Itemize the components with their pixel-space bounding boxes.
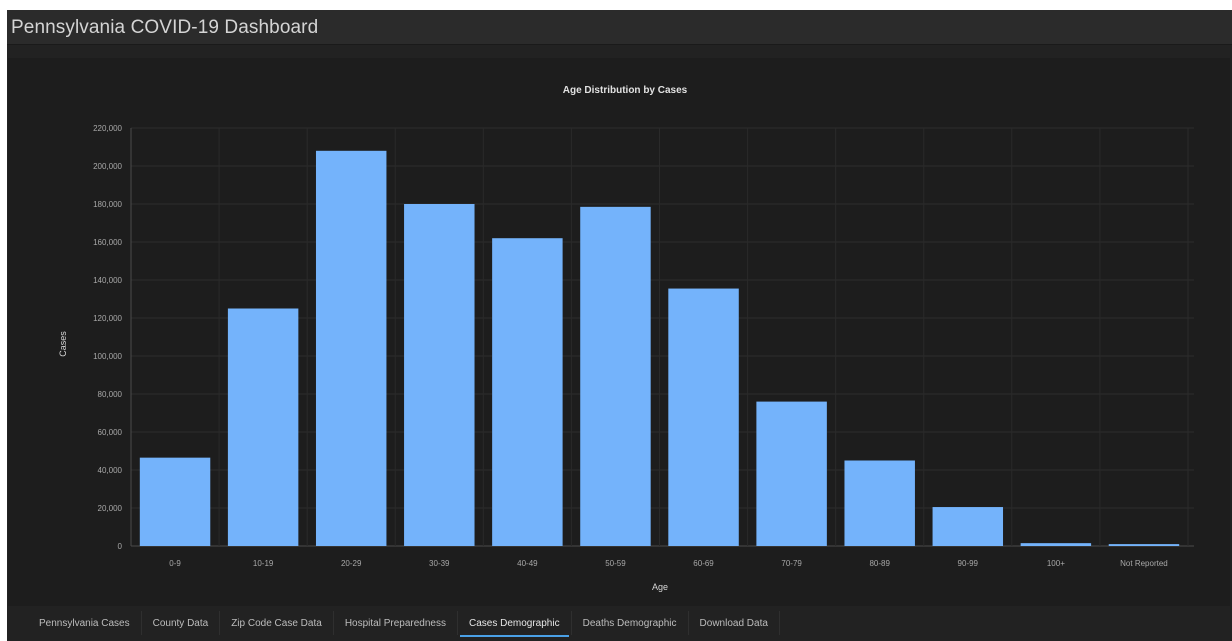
- bar-20-29[interactable]: [315, 150, 387, 547]
- age-distribution-chart-panel: Age Distribution by Cases 0 20,000 40,000 6…: [8, 58, 1230, 606]
- x-tick-label: 40-49: [517, 559, 538, 568]
- tab-hospital-preparedness[interactable]: Hospital Preparedness: [334, 611, 458, 635]
- x-tick-label: 30-39: [429, 559, 450, 568]
- x-axis-ticks: 0-9 10-19 20-29 30-39 40-49 50-59 60-69 70-79 80…: [169, 559, 1167, 568]
- bar-90-99[interactable]: [932, 507, 1004, 546]
- age-distribution-chart: Age Distribution by Cases 0 20,000 40,000 6…: [58, 85, 1194, 592]
- x-tick-label: Not Reported: [1120, 559, 1168, 568]
- tab-pennsylvania-cases[interactable]: Pennsylvania Cases: [28, 611, 142, 635]
- y-tick-label: 180,000: [93, 200, 122, 209]
- y-tick-label: 100,000: [93, 352, 122, 361]
- bar-100-[interactable]: [1020, 543, 1092, 546]
- x-axis-title: Age: [652, 582, 668, 592]
- x-tick-label: 50-59: [605, 559, 626, 568]
- y-tick-label: 200,000: [93, 162, 122, 171]
- bar-40-49[interactable]: [492, 238, 563, 546]
- app-title: Pennsylvania COVID-19 Dashboard: [11, 17, 319, 38]
- x-tick-label: 80-89: [869, 559, 890, 568]
- y-tick-label: 160,000: [93, 238, 122, 247]
- y-axis-title: Cases: [58, 331, 68, 357]
- dashboard-window: Pennsylvania COVID-19 Dashboard Age Dist…: [7, 10, 1232, 641]
- bar-0-9[interactable]: [139, 457, 211, 546]
- x-tick-label: 10-19: [253, 559, 274, 568]
- bar-50-59[interactable]: [580, 206, 651, 546]
- x-tick-label: 0-9: [169, 559, 181, 568]
- bar-not-reported[interactable]: [1108, 544, 1180, 546]
- x-tick-label: 70-79: [781, 559, 802, 568]
- y-tick-label: 40,000: [98, 466, 123, 475]
- bar-80-89[interactable]: [844, 460, 915, 547]
- y-tick-label: 20,000: [98, 504, 123, 513]
- chart-bars[interactable]: [139, 150, 1180, 547]
- x-tick-label: 60-69: [693, 559, 714, 568]
- bar-10-19[interactable]: [227, 308, 299, 547]
- y-axis-ticks: 0 20,000 40,000 60,000 80,000 100,000 120,000 1…: [93, 124, 122, 551]
- y-tick-label: 220,000: [93, 124, 122, 133]
- x-tick-label: 20-29: [341, 559, 362, 568]
- tab-bar: Pennsylvania Cases County Data Zip Code Ca…: [28, 610, 780, 637]
- tab-zip-code-case-data[interactable]: Zip Code Case Data: [220, 611, 334, 635]
- dashboard-header: Pennsylvania COVID-19 Dashboard: [7, 10, 1232, 45]
- tab-county-data[interactable]: County Data: [142, 611, 221, 635]
- x-tick-label: 90-99: [958, 559, 979, 568]
- y-tick-label: 140,000: [93, 276, 122, 285]
- chart-grid: [130, 127, 1194, 547]
- tab-cases-demographic[interactable]: Cases Demographic: [458, 611, 572, 637]
- y-tick-label: 80,000: [98, 390, 123, 399]
- bar-70-79[interactable]: [756, 401, 827, 546]
- y-tick-label: 60,000: [98, 428, 123, 437]
- tab-download-data[interactable]: Download Data: [689, 611, 780, 635]
- bar-30-39[interactable]: [404, 204, 475, 546]
- chart-title: Age Distribution by Cases: [563, 85, 688, 96]
- y-tick-label: 0: [118, 542, 123, 551]
- y-tick-label: 120,000: [93, 314, 122, 323]
- tab-deaths-demographic[interactable]: Deaths Demographic: [572, 611, 689, 635]
- bar-60-69[interactable]: [668, 288, 739, 546]
- x-tick-label: 100+: [1047, 559, 1065, 568]
